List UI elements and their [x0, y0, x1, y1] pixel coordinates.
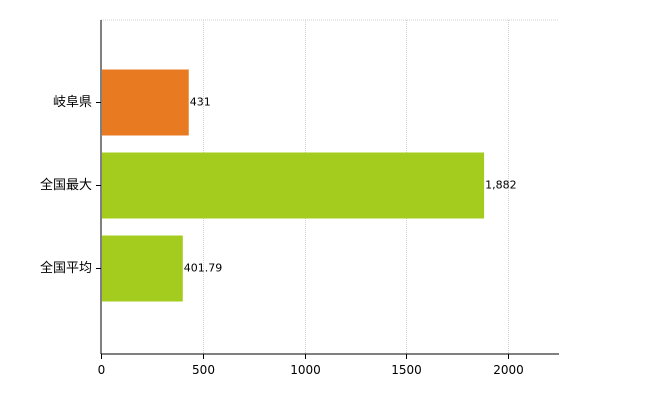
data-label-gifu: 431	[190, 96, 211, 109]
bar-national-max	[102, 152, 485, 219]
x-tick-label-1000: 1000	[290, 363, 321, 377]
label-layer: 0 500 1000 1500 2000 岐阜県 431 全国最大 1,882 全国平均 401.7…	[40, 94, 524, 377]
data-label-national-max: 1,882	[485, 179, 517, 192]
data-label-national-avg: 401.79	[184, 262, 223, 275]
x-tick-label-1500: 1500	[391, 363, 422, 377]
category-label-gifu: 岐阜県	[53, 94, 92, 110]
axis-layer	[100, 20, 559, 355]
x-tick-label-500: 500	[192, 363, 215, 377]
bar-gifu	[102, 69, 189, 136]
category-label-national-avg: 全国平均	[40, 260, 92, 276]
bar-national-avg	[102, 235, 183, 302]
bar-layer	[102, 69, 485, 302]
category-label-national-max: 全国最大	[40, 177, 92, 193]
x-tick-label-0: 0	[98, 363, 106, 377]
x-tick-label-2000: 2000	[493, 363, 524, 377]
